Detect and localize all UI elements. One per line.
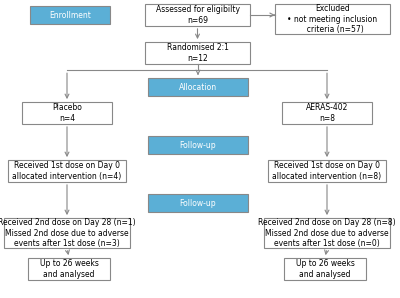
Text: Received 2nd dose on Day 28 (n=8)
Missed 2nd dose due to adverse
events after 1s: Received 2nd dose on Day 28 (n=8) Missed… <box>258 218 396 248</box>
FancyBboxPatch shape <box>282 102 372 124</box>
FancyBboxPatch shape <box>284 258 366 280</box>
Text: Enrollment: Enrollment <box>49 10 91 19</box>
FancyBboxPatch shape <box>4 218 130 248</box>
Text: Follow-up: Follow-up <box>180 198 216 207</box>
FancyBboxPatch shape <box>28 258 110 280</box>
FancyBboxPatch shape <box>145 4 250 26</box>
Text: Received 2nd dose on Day 28 (n=1)
Missed 2nd dose due to adverse
events after 1s: Received 2nd dose on Day 28 (n=1) Missed… <box>0 218 136 248</box>
FancyBboxPatch shape <box>275 4 390 34</box>
Text: Allocation: Allocation <box>179 83 217 91</box>
Text: Randomised 2:1
n=12: Randomised 2:1 n=12 <box>166 43 228 63</box>
FancyBboxPatch shape <box>268 160 386 182</box>
Text: Up to 26 weeks
and analysed: Up to 26 weeks and analysed <box>296 259 354 279</box>
Text: Follow-up: Follow-up <box>180 140 216 150</box>
FancyBboxPatch shape <box>30 6 110 24</box>
Text: Assessed for eligibilty
n=69: Assessed for eligibilty n=69 <box>156 5 240 25</box>
Text: Received 1st dose on Day 0
allocated intervention (n=8): Received 1st dose on Day 0 allocated int… <box>272 161 382 181</box>
FancyBboxPatch shape <box>148 194 248 212</box>
Text: AERAS-402
n=8: AERAS-402 n=8 <box>306 103 348 123</box>
FancyBboxPatch shape <box>145 42 250 64</box>
Text: Up to 26 weeks
and analysed: Up to 26 weeks and analysed <box>40 259 98 279</box>
FancyBboxPatch shape <box>148 136 248 154</box>
Text: Excluded
• not meeting inclusion
  criteria (n=57): Excluded • not meeting inclusion criteri… <box>288 4 378 34</box>
FancyBboxPatch shape <box>148 78 248 96</box>
FancyBboxPatch shape <box>22 102 112 124</box>
Text: Received 1st dose on Day 0
allocated intervention (n=4): Received 1st dose on Day 0 allocated int… <box>12 161 122 181</box>
Text: Placebo
n=4: Placebo n=4 <box>52 103 82 123</box>
FancyBboxPatch shape <box>264 218 390 248</box>
FancyBboxPatch shape <box>8 160 126 182</box>
